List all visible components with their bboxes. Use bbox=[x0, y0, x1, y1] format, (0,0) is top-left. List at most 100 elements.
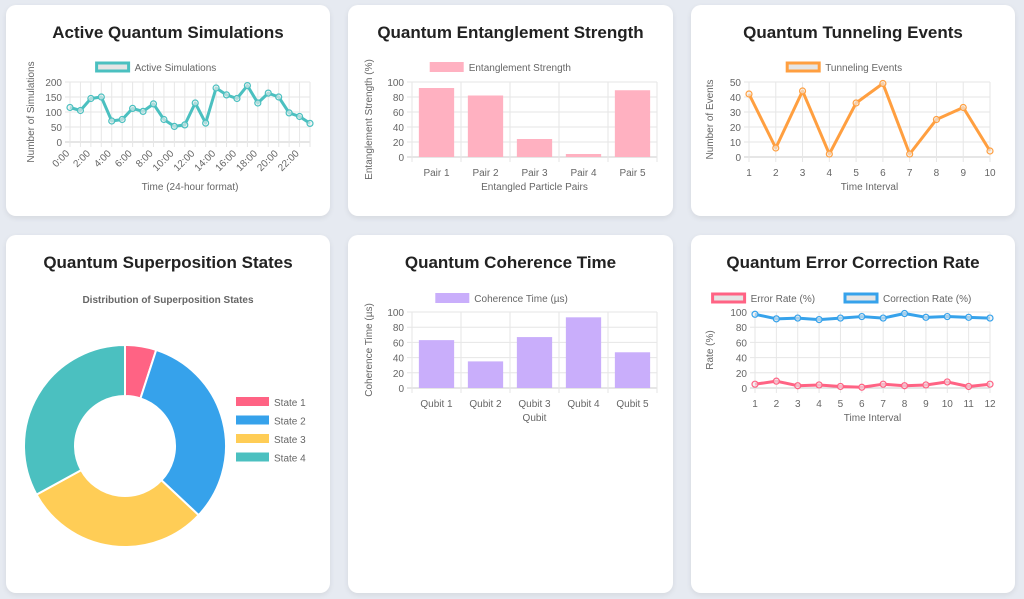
data-point bbox=[751, 380, 759, 388]
y-axis-title: Number of Simulations bbox=[26, 61, 37, 162]
data-point bbox=[943, 378, 951, 386]
y-tick-label: 0 bbox=[56, 138, 62, 149]
x-tick-label: Qubit 5 bbox=[616, 399, 649, 410]
legend-label: State 1 bbox=[274, 398, 306, 409]
x-tick-label: 10:00 bbox=[151, 148, 177, 174]
series-line bbox=[754, 312, 991, 322]
x-axis-title: Time Interval bbox=[841, 182, 898, 193]
x-axis-title: Entangled Particle Pairs bbox=[481, 182, 588, 193]
data-point bbox=[932, 115, 941, 124]
x-tick-label: 4 bbox=[827, 168, 833, 179]
x-tick-label: 6 bbox=[859, 399, 865, 410]
y-tick-label: 20 bbox=[730, 123, 742, 134]
y-tick-label: 60 bbox=[393, 338, 405, 349]
x-tick-label: Qubit 4 bbox=[567, 399, 600, 410]
legend-label: State 3 bbox=[274, 435, 306, 446]
data-point bbox=[815, 315, 823, 324]
y-tick-label: 30 bbox=[730, 108, 742, 119]
y-axis-title: Coherence Time (µs) bbox=[364, 303, 375, 397]
data-point bbox=[772, 315, 780, 323]
data-point bbox=[306, 119, 314, 128]
x-tick-label: 9 bbox=[960, 168, 966, 179]
data-point bbox=[222, 91, 231, 99]
x-axis-title: Qubit bbox=[523, 413, 547, 424]
series-line bbox=[754, 379, 991, 389]
legend-swatch bbox=[95, 61, 131, 73]
legend-swatch bbox=[843, 292, 879, 304]
x-tick-label: 2 bbox=[773, 168, 779, 179]
data-point bbox=[906, 150, 914, 158]
data-point bbox=[254, 99, 262, 107]
y-tick-label: 40 bbox=[393, 123, 405, 134]
data-point bbox=[959, 103, 967, 112]
series-line bbox=[747, 82, 992, 156]
y-tick-label: 100 bbox=[45, 108, 62, 119]
x-tick-label: 5 bbox=[838, 399, 844, 410]
data-point bbox=[202, 119, 210, 127]
data-point bbox=[858, 312, 866, 321]
data-point bbox=[772, 377, 780, 385]
chart-title: Quantum Coherence Time bbox=[404, 253, 617, 272]
y-tick-label: 60 bbox=[736, 338, 748, 349]
data-point bbox=[986, 314, 994, 322]
legend-label: State 4 bbox=[274, 454, 306, 465]
data-point bbox=[285, 109, 293, 117]
card-entanglement: Quantum Entanglement Strength Entangleme… bbox=[348, 5, 673, 216]
legend-label: Entanglement Strength bbox=[469, 63, 571, 74]
x-tick-label: 8 bbox=[934, 168, 940, 179]
data-point bbox=[66, 103, 74, 112]
data-point bbox=[986, 380, 994, 388]
y-tick-label: 80 bbox=[393, 323, 405, 334]
data-point bbox=[986, 147, 994, 155]
data-point bbox=[922, 313, 930, 321]
x-tick-label: 12:00 bbox=[172, 148, 198, 174]
y-tick-label: 80 bbox=[736, 323, 748, 334]
y-tick-label: 200 bbox=[45, 78, 62, 89]
bar-qubit-1 bbox=[418, 340, 455, 388]
legend-label: Coherence Time (µs) bbox=[474, 294, 568, 305]
data-point bbox=[233, 94, 241, 103]
data-point bbox=[879, 314, 887, 322]
data-point bbox=[798, 87, 807, 95]
bar-pair-5 bbox=[614, 90, 651, 157]
data-point bbox=[149, 100, 158, 108]
coherence-chart: Coherence Time (µs) 0 20 40 60 80 100 Qubit 1 Qu… bbox=[364, 293, 658, 424]
y-axis-title: Entanglement Strength (%) bbox=[364, 59, 375, 180]
donut-slice-4 bbox=[23, 343, 126, 497]
x-tick-label: 1 bbox=[752, 399, 758, 410]
data-point bbox=[87, 94, 95, 103]
legend-swatch bbox=[236, 452, 269, 462]
error-correction-chart: Error Rate (%) Correction Rate (%) 0 20 40 60… bbox=[705, 292, 996, 424]
data-point bbox=[794, 382, 802, 390]
chart-title: Quantum Tunneling Events bbox=[743, 23, 963, 42]
data-point bbox=[900, 382, 909, 390]
bar-qubit-4 bbox=[565, 317, 602, 388]
legend-swatch bbox=[236, 434, 269, 443]
y-tick-label: 0 bbox=[741, 384, 747, 395]
data-point bbox=[243, 81, 251, 90]
data-point bbox=[794, 314, 802, 322]
x-tick-label: Pair 2 bbox=[472, 168, 499, 179]
y-tick-label: 0 bbox=[398, 384, 404, 395]
data-point bbox=[139, 107, 147, 116]
x-tick-label: 2:00 bbox=[71, 148, 93, 170]
bar-qubit-5 bbox=[614, 352, 651, 388]
data-point bbox=[97, 93, 105, 101]
data-point bbox=[108, 117, 116, 125]
data-point bbox=[181, 121, 189, 129]
bar-qubit-3 bbox=[516, 337, 553, 388]
x-tick-label: 3 bbox=[795, 399, 801, 410]
entanglement-chart: Entanglement Strength 0 20 40 60 80 100 Pair 1 P… bbox=[364, 59, 658, 193]
data-point bbox=[836, 314, 845, 322]
y-tick-label: 0 bbox=[735, 153, 741, 164]
data-point bbox=[129, 104, 137, 113]
bar-pair-2 bbox=[467, 95, 504, 157]
x-tick-label: Pair 1 bbox=[423, 168, 450, 179]
data-point bbox=[965, 313, 973, 321]
y-tick-label: 80 bbox=[393, 93, 405, 104]
y-tick-label: 0 bbox=[398, 153, 404, 164]
bar-pair-3 bbox=[516, 139, 553, 157]
y-tick-label: 60 bbox=[393, 108, 405, 119]
series-line bbox=[69, 84, 311, 128]
x-tick-label: 10 bbox=[942, 399, 954, 410]
